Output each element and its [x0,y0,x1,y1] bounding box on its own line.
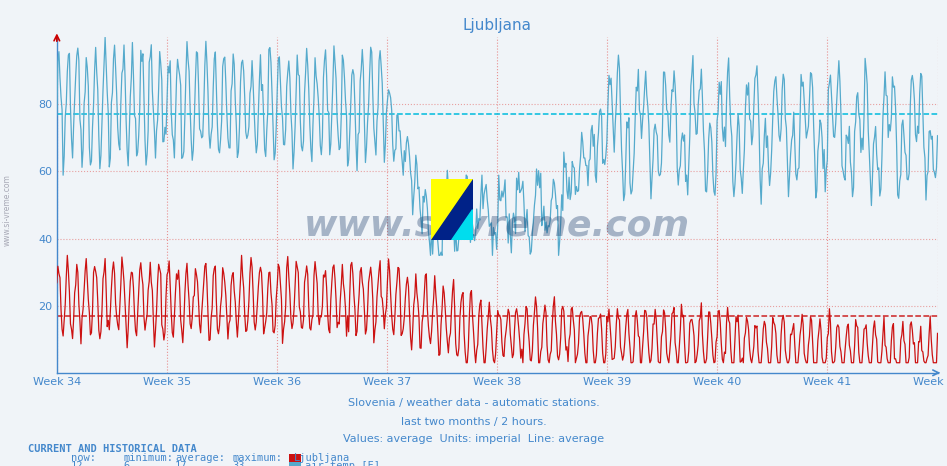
Text: www.si-vreme.com: www.si-vreme.com [3,174,12,246]
Text: 6: 6 [123,461,130,466]
Text: 33: 33 [232,461,244,466]
Text: air temp.[F]: air temp.[F] [305,461,380,466]
Polygon shape [431,179,473,240]
Text: CURRENT AND HISTORICAL DATA: CURRENT AND HISTORICAL DATA [28,444,197,453]
Text: maximum:: maximum: [232,453,282,463]
Polygon shape [431,179,473,240]
Title: Ljubljana: Ljubljana [463,18,531,34]
Text: last two months / 2 hours.: last two months / 2 hours. [401,417,546,427]
Text: 17: 17 [175,461,188,466]
Text: now:: now: [71,453,96,463]
Text: minimum:: minimum: [123,453,173,463]
Text: Ljubljana: Ljubljana [294,453,349,463]
Text: 12: 12 [71,461,83,466]
Text: average:: average: [175,453,225,463]
Text: www.si-vreme.com: www.si-vreme.com [304,208,690,242]
Polygon shape [452,210,473,240]
Text: Values: average  Units: imperial  Line: average: Values: average Units: imperial Line: av… [343,434,604,444]
Text: Slovenia / weather data - automatic stations.: Slovenia / weather data - automatic stat… [348,398,599,408]
